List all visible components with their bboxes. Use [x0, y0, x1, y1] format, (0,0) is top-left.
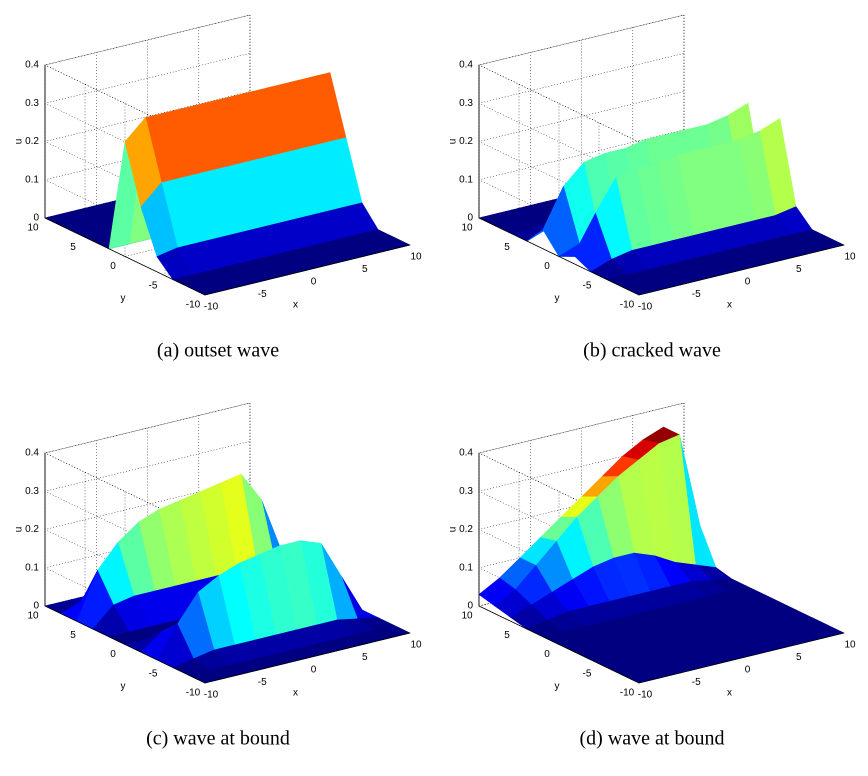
x-axis-label: x	[293, 300, 298, 311]
x-tick-label: -5	[258, 289, 267, 300]
z-tick-label: 0.4	[459, 448, 473, 459]
axis-line	[44, 453, 411, 684]
y-tick-label: -10	[620, 300, 635, 311]
x-tick-label: 10	[410, 252, 422, 263]
z-axis-label: u	[448, 527, 459, 533]
y-tick-label: -5	[149, 668, 158, 679]
z-tick-label: 0.3	[25, 98, 39, 109]
z-tick-label: 0.1	[25, 174, 39, 185]
caption: (b) cracked wave	[583, 340, 721, 362]
caption: (a) outset wave	[157, 340, 279, 362]
y-tick-label: -5	[583, 280, 592, 291]
y-tick-label: 5	[70, 242, 76, 253]
y-axis-label: y	[555, 293, 560, 304]
x-tick-label: -10	[638, 302, 653, 313]
z-tick-label: 0	[33, 601, 39, 612]
x-tick-label: 5	[362, 652, 368, 663]
axis-line	[478, 65, 845, 296]
y-tick-label: -5	[149, 280, 158, 291]
x-tick-label: -10	[204, 690, 219, 701]
x-tick-label: -10	[638, 690, 653, 701]
y-tick-label: -10	[186, 300, 201, 311]
z-tick-label: 0.3	[459, 486, 473, 497]
z-tick-label: 0.2	[459, 524, 473, 535]
x-tick-label: 0	[745, 277, 751, 288]
x-tick-label: 5	[796, 264, 802, 275]
y-tick-label: 5	[504, 630, 510, 641]
y-tick-label: 0	[544, 261, 550, 272]
y-tick-label: 10	[461, 223, 473, 234]
x-tick-label: 0	[745, 665, 751, 676]
y-tick-label: 0	[544, 649, 550, 660]
z-tick-label: 0.2	[25, 136, 39, 147]
y-tick-label: 0	[110, 261, 116, 272]
z-tick-label: 0.2	[459, 136, 473, 147]
x-tick-label: 5	[362, 264, 368, 275]
z-tick-label: 0	[467, 213, 473, 224]
y-tick-label: 5	[70, 630, 76, 641]
z-tick-label: 0.1	[25, 562, 39, 573]
z-axis-label: u	[14, 527, 25, 533]
y-tick-label: 10	[27, 223, 39, 234]
z-tick-label: 0.4	[459, 60, 473, 71]
y-axis-label: y	[121, 681, 126, 692]
x-tick-label: 10	[844, 252, 856, 263]
x-tick-label: -5	[258, 677, 267, 688]
x-tick-label: -5	[692, 677, 701, 688]
x-tick-label: 5	[796, 652, 802, 663]
z-tick-label: 0.1	[459, 174, 473, 185]
z-tick-label: 0	[33, 213, 39, 224]
y-tick-label: -10	[620, 688, 635, 699]
z-tick-label: 0.1	[459, 562, 473, 573]
z-tick-label: 0	[467, 601, 473, 612]
x-tick-label: -10	[204, 302, 219, 313]
x-tick-label: 10	[844, 640, 856, 651]
grid-line	[478, 14, 685, 143]
x-tick-label: -5	[692, 289, 701, 300]
y-axis-label: y	[555, 681, 560, 692]
z-tick-label: 0.3	[459, 98, 473, 109]
z-axis-label: u	[14, 139, 25, 145]
axis-line	[44, 65, 411, 296]
x-tick-label: 10	[410, 640, 422, 651]
axis-line	[478, 453, 845, 684]
caption: (d) wave at bound	[580, 728, 725, 750]
y-tick-label: -10	[186, 688, 201, 699]
y-tick-label: -5	[583, 668, 592, 679]
z-tick-label: 0.4	[25, 60, 39, 71]
y-axis-label: y	[121, 293, 126, 304]
caption: (c) wave at bound	[146, 728, 290, 750]
z-tick-label: 0.3	[25, 486, 39, 497]
y-tick-label: 5	[504, 242, 510, 253]
y-tick-label: 10	[27, 611, 39, 622]
x-tick-label: 0	[311, 665, 317, 676]
z-tick-label: 0.4	[25, 448, 39, 459]
x-axis-label: x	[293, 688, 298, 699]
y-tick-label: 10	[461, 611, 473, 622]
z-tick-label: 0.2	[25, 524, 39, 535]
y-tick-label: 0	[110, 649, 116, 660]
x-axis-label: x	[727, 300, 732, 311]
z-axis-label: u	[448, 139, 459, 145]
x-axis-label: x	[727, 688, 732, 699]
x-tick-label: 0	[311, 277, 317, 288]
